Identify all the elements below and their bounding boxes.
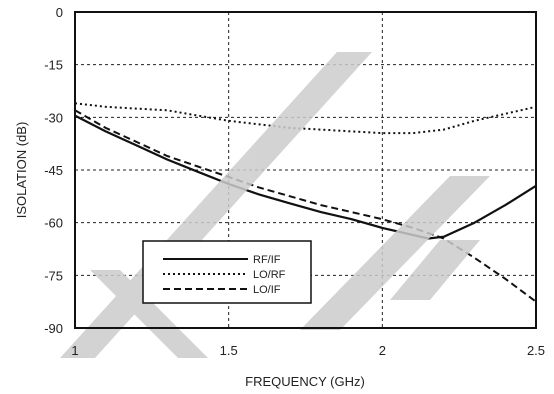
series-line-lo-rf — [74, 102, 537, 135]
x-axis-label: FREQUENCY (GHz) — [245, 374, 365, 389]
y-tick-label: 0 — [56, 5, 63, 20]
watermark-stroke-1 — [60, 52, 372, 358]
watermark — [60, 52, 490, 358]
x-tick-label: 2.5 — [527, 343, 545, 358]
watermark-stroke-4 — [390, 240, 480, 300]
y-tick-label: -90 — [44, 321, 63, 336]
tick-labels: 1 1.5 2 2.5 0 -15 -30 -45 -60 -75 -90 — [44, 5, 545, 358]
legend-label-lo-if: LO/IF — [253, 284, 281, 296]
y-axis-label: ISOLATION (dB) — [14, 122, 29, 219]
watermark-stroke-2 — [90, 270, 208, 358]
watermark-stroke-3 — [300, 176, 490, 330]
legend-label-lo-rf: LO/RF — [253, 269, 286, 281]
y-tick-label: -60 — [44, 216, 63, 231]
y-tick-label: -30 — [44, 110, 63, 125]
series-line-rf-if — [74, 114, 537, 240]
x-tick-label: 2 — [379, 343, 386, 358]
y-tick-label: -45 — [44, 163, 63, 178]
legend: RF/IF LO/RF LO/IF — [142, 240, 312, 304]
x-tick-label: 1.5 — [220, 343, 238, 358]
legend-label-rf-if: RF/IF — [253, 254, 281, 266]
legend-box — [142, 240, 312, 304]
x-tick-label: 1 — [71, 343, 78, 358]
grid — [75, 12, 536, 328]
y-tick-label: -15 — [44, 58, 63, 73]
plot-frame — [74, 11, 537, 329]
y-tick-label: -75 — [44, 268, 63, 283]
